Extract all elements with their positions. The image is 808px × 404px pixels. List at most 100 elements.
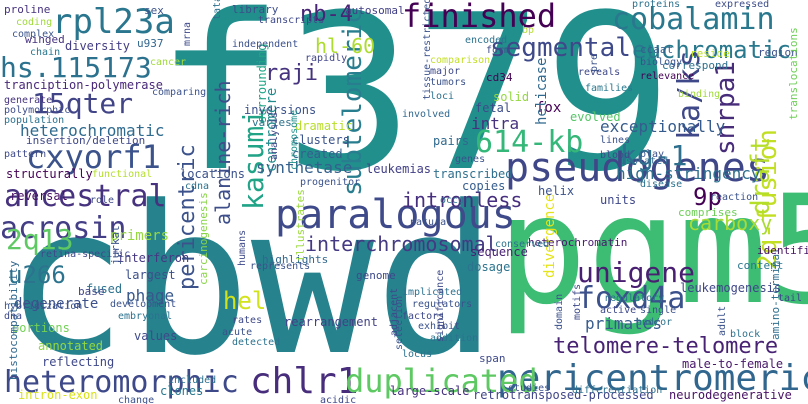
word: cbwd	[4, 163, 498, 401]
word: values	[134, 329, 178, 343]
word: raji	[265, 61, 318, 86]
word: rearrangement	[284, 315, 378, 329]
word: included	[168, 375, 217, 386]
word: 614-kb	[475, 125, 584, 160]
word: carcinogenesis	[197, 192, 210, 285]
word: cdna	[185, 181, 210, 192]
word: intronless	[402, 188, 523, 212]
word: paralogous	[275, 192, 516, 238]
word: rapidly	[305, 53, 348, 64]
word: transcribed	[433, 167, 513, 181]
word: rpl23a	[52, 2, 175, 42]
word: units	[600, 193, 637, 207]
word: independent	[232, 39, 299, 50]
word: created	[292, 147, 343, 161]
word: reaction	[710, 192, 759, 203]
word: regulatory	[604, 293, 665, 304]
word: tranciption-polymerase	[4, 78, 163, 92]
word: differentiation	[572, 385, 663, 396]
word: copies	[462, 179, 506, 193]
word: exhibit	[418, 321, 461, 332]
word: pre	[589, 53, 600, 72]
word: pericentromeric	[497, 358, 808, 399]
word: pairs	[433, 134, 470, 148]
word: tata	[212, 0, 223, 20]
word: mrna	[182, 21, 193, 46]
word: largest	[125, 268, 176, 282]
word: leukemias	[366, 162, 432, 176]
word: generate	[4, 95, 53, 106]
word: families	[585, 83, 634, 94]
word: addition	[430, 333, 479, 344]
word: evolved	[570, 110, 621, 124]
word: biology	[640, 57, 683, 68]
word: hel	[223, 287, 267, 315]
word: natural	[410, 217, 453, 228]
word: detected	[232, 337, 281, 348]
word: heterochromatin	[528, 236, 628, 249]
word: male-to-female	[682, 357, 784, 371]
word: involved	[402, 109, 451, 120]
word: significance	[435, 269, 446, 342]
word: retrotransposed-processed	[473, 388, 654, 402]
word: leukemogenesis	[680, 281, 782, 295]
word: form	[486, 45, 511, 56]
word: regulators	[412, 299, 473, 310]
word: fused	[86, 282, 123, 296]
word: progenitor	[300, 177, 361, 188]
word: factors	[402, 311, 445, 322]
word: acute	[222, 327, 253, 338]
word: selection	[394, 295, 405, 350]
word: high-stringency	[616, 164, 761, 183]
word: illustrates	[294, 189, 307, 262]
word: adult	[717, 305, 728, 336]
word: functional	[92, 169, 153, 180]
word: region	[758, 46, 798, 59]
word: 15qter	[32, 87, 134, 120]
word: chromosome	[289, 109, 300, 170]
word: retina-specific	[40, 249, 131, 260]
word: domain	[554, 293, 565, 330]
word: expressed	[715, 0, 770, 10]
word: occur	[440, 195, 471, 206]
word: comparison	[430, 55, 491, 66]
word: lines	[600, 135, 631, 146]
word: annotated	[38, 339, 104, 353]
word: clusters	[292, 133, 350, 147]
word: content	[737, 259, 784, 272]
word: highlights	[262, 253, 329, 266]
word: active	[600, 305, 637, 316]
word: and/or	[636, 317, 673, 328]
word: neurodegenerative	[669, 388, 792, 402]
word: implicated	[402, 287, 463, 298]
word: heterochromatic	[20, 121, 165, 140]
word: varies	[252, 116, 292, 129]
word: cancer	[150, 57, 187, 68]
word: u266	[8, 261, 66, 289]
word: relevance	[640, 71, 695, 82]
word: 9p	[693, 183, 722, 211]
word: analysis	[269, 111, 280, 160]
word: hs.115173	[0, 51, 152, 84]
word: helix	[538, 184, 575, 198]
word: kg-1	[620, 139, 688, 172]
word: acrosin	[0, 211, 127, 246]
word: reveals	[578, 67, 621, 78]
word: f379	[155, 0, 673, 219]
word: correspond	[662, 59, 729, 72]
word: encoded	[465, 35, 508, 46]
word: portions	[12, 321, 70, 335]
word: inversions	[244, 103, 317, 117]
word: intron-exon	[18, 388, 98, 402]
word: population	[4, 115, 65, 126]
word: hl-60	[315, 34, 376, 58]
word: primates	[585, 314, 663, 333]
word: chlr1	[250, 361, 359, 402]
word: u937	[137, 37, 164, 50]
word: studies	[508, 383, 551, 394]
word: helicase	[534, 57, 550, 125]
word: clones	[160, 384, 204, 398]
word: degenerate	[14, 296, 99, 312]
word: change	[118, 395, 155, 404]
